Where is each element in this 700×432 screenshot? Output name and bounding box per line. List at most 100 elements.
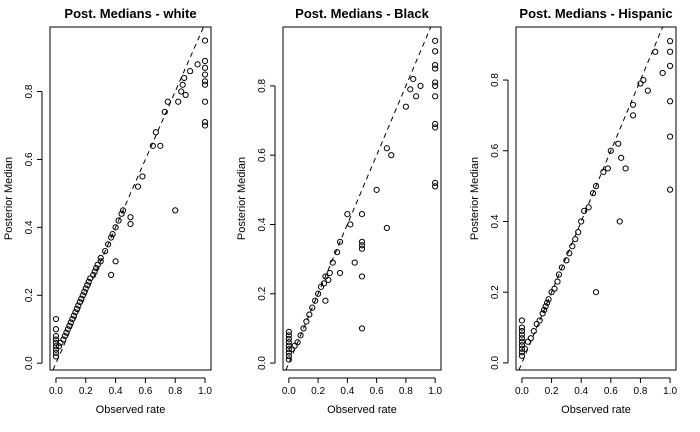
data-point <box>52 353 60 360</box>
data-point <box>79 292 86 299</box>
data-point <box>554 278 561 285</box>
data-point <box>347 221 354 228</box>
data-point <box>52 326 60 333</box>
data-point <box>201 81 209 88</box>
x-tick-label: 0.2 <box>311 386 325 397</box>
data-point <box>52 336 60 343</box>
data-point <box>81 288 88 295</box>
data-point <box>194 61 201 68</box>
x-tick-label: 0.6 <box>604 386 618 397</box>
data-point <box>572 236 579 243</box>
data-point <box>55 343 63 350</box>
data-point <box>637 80 644 87</box>
y-tick-label: 0.6 <box>257 148 268 162</box>
data-point <box>600 168 607 176</box>
data-point <box>84 281 91 289</box>
data-point <box>294 339 301 346</box>
data-point <box>533 320 540 328</box>
data-point <box>659 69 666 77</box>
x-tick-label: 0.0 <box>282 386 296 397</box>
data-point <box>618 154 625 161</box>
data-point <box>622 165 629 172</box>
data-point <box>118 210 125 217</box>
x-tick-label: 0.4 <box>574 386 588 397</box>
data-point <box>285 346 292 353</box>
data-point <box>558 264 566 271</box>
data-point <box>201 98 209 105</box>
data-point <box>175 98 182 105</box>
data-point <box>108 271 115 279</box>
data-point <box>629 101 637 108</box>
data-point <box>69 315 76 323</box>
data-point <box>544 299 551 306</box>
plot-frame <box>49 26 212 371</box>
data-point <box>285 339 292 346</box>
x-axis-label: Observed rate <box>96 404 166 416</box>
data-point <box>527 335 534 342</box>
data-point <box>569 243 576 250</box>
data-point <box>666 62 674 69</box>
y-tick-label: 0.2 <box>257 286 268 300</box>
reference-line <box>285 26 432 371</box>
data-point <box>644 87 651 94</box>
y-axis-label: Posterior Median <box>236 157 248 240</box>
y-tick-label: 0.8 <box>24 84 35 98</box>
x-tick-label: 0.0 <box>49 386 63 397</box>
data-point <box>541 306 548 313</box>
data-point <box>336 238 344 245</box>
data-point <box>518 324 526 331</box>
data-point <box>161 108 168 116</box>
data-point <box>178 88 185 95</box>
x-tick-label: 0.8 <box>399 386 413 397</box>
chart-title: Post. Medians - Hispanic <box>519 6 672 21</box>
data-point <box>201 57 209 65</box>
reference-line <box>518 26 664 371</box>
x-tick-label: 0.6 <box>370 386 384 397</box>
data-point <box>297 332 304 339</box>
data-point <box>563 257 570 264</box>
data-point <box>90 271 97 279</box>
data-point <box>432 82 439 89</box>
data-point <box>432 65 439 72</box>
y-axis-label: Posterior Median <box>469 157 481 240</box>
data-point <box>303 318 310 325</box>
y-tick-label: 0.0 <box>257 356 268 370</box>
data-point <box>201 64 209 71</box>
data-point <box>518 342 526 349</box>
data-point <box>139 173 146 180</box>
data-point <box>652 48 659 55</box>
y-tick-label: 0.0 <box>24 356 35 370</box>
data-point <box>629 112 637 119</box>
data-point <box>566 250 573 257</box>
x-tick-label: 0.4 <box>340 386 354 397</box>
data-point <box>358 210 366 218</box>
data-point <box>578 218 585 225</box>
data-point <box>285 332 292 339</box>
data-point <box>640 76 647 84</box>
data-point <box>149 142 156 149</box>
data-point <box>115 217 122 224</box>
data-point <box>73 305 80 312</box>
data-point <box>358 245 366 252</box>
data-point <box>351 259 358 266</box>
data-point <box>52 315 60 323</box>
data-point <box>336 269 344 277</box>
data-point <box>545 296 552 303</box>
data-point <box>432 179 439 187</box>
data-point <box>285 328 292 335</box>
y-tick-label: 0.0 <box>490 356 501 370</box>
data-point <box>542 303 549 310</box>
data-point <box>201 122 209 129</box>
data-point <box>320 280 328 287</box>
data-point <box>127 220 134 228</box>
data-point <box>555 271 563 278</box>
data-point <box>72 309 79 316</box>
y-axis-label: Posterior Median <box>3 157 15 240</box>
data-point <box>309 304 316 311</box>
data-point <box>164 98 171 105</box>
data-point <box>575 228 582 236</box>
data-point <box>119 207 127 214</box>
data-point <box>518 349 526 356</box>
data-point <box>93 265 100 272</box>
data-point <box>358 242 366 249</box>
